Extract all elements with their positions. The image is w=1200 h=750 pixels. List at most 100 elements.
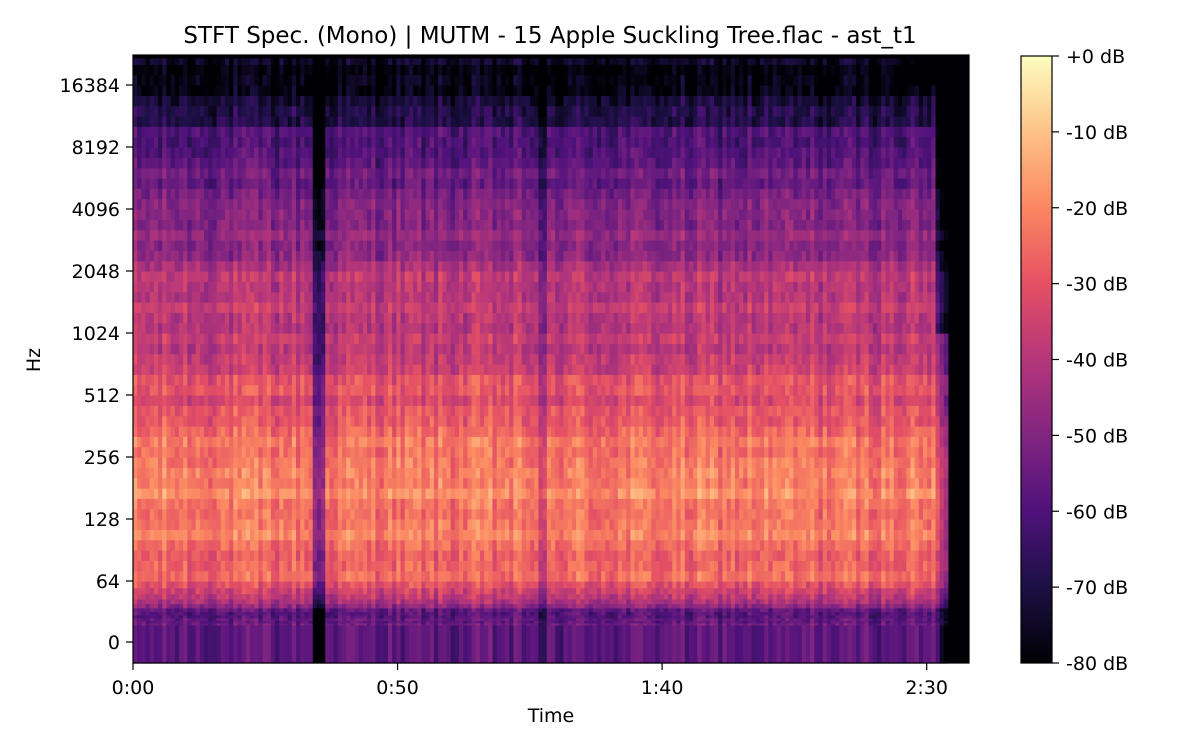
spectrogram-cell: [463, 622, 468, 664]
spectrogram-cell: [275, 302, 280, 313]
spectrogram-cell: [325, 467, 331, 479]
spectrogram-cell: [162, 291, 168, 303]
spectrogram-cell: [321, 178, 326, 189]
spectrogram-cell: [383, 607, 389, 613]
spectrogram-cell: [342, 415, 347, 427]
spectrogram-cell: [325, 178, 331, 189]
spectrogram-cell: [208, 219, 214, 231]
spectrogram-cell: [237, 353, 243, 365]
spectrogram-cell: [245, 581, 251, 589]
spectrogram-cell: [383, 271, 389, 282]
spectrogram-cell: [262, 240, 268, 251]
spectrogram-cell: [287, 607, 293, 613]
spectrogram-cell: [379, 229, 385, 241]
spectrogram-cell: [279, 64, 285, 76]
spectrogram-cell: [308, 240, 314, 251]
spectrogram-cell: [429, 250, 435, 262]
spectrogram-cell: [166, 291, 172, 303]
spectrogram-plot: [132, 54, 970, 664]
spectrogram-cell: [283, 167, 289, 179]
spectrogram-cell: [145, 477, 151, 489]
spectrogram-cell: [258, 95, 264, 107]
spectrogram-cell: [291, 312, 297, 324]
spectrogram-cell: [404, 116, 410, 127]
spectrogram-cell: [312, 364, 318, 375]
spectrogram-cell: [262, 384, 268, 396]
spectrogram-cell: [262, 570, 268, 582]
spectrogram-cell: [199, 508, 205, 520]
spectrogram-cell: [350, 415, 356, 427]
spectrogram-cell: [199, 477, 205, 489]
spectrogram-cell: [216, 488, 222, 499]
spectrogram-cell: [233, 281, 239, 293]
spectrogram-cell: [404, 498, 410, 510]
spectrogram-cell: [183, 240, 188, 251]
spectrogram-cell: [162, 550, 168, 561]
spectrogram-cell: [216, 333, 222, 344]
spectrogram-cell: [149, 384, 155, 396]
spectrogram-cell: [199, 312, 205, 324]
spectrogram-cell: [287, 426, 293, 437]
spectrogram-cell: [174, 219, 180, 231]
spectrogram-cell: [362, 477, 368, 489]
spectrogram-cell: [158, 587, 163, 595]
spectrogram-cell: [413, 95, 418, 107]
spectrogram-cell: [204, 353, 209, 365]
spectrogram-cell: [413, 614, 418, 619]
spectrogram-cell: [450, 260, 456, 272]
spectrogram-cell: [450, 322, 456, 334]
spectrogram-cell: [208, 622, 214, 626]
spectrogram-cell: [241, 415, 247, 427]
spectrogram-cell: [404, 74, 410, 86]
spectrogram-cell: [304, 477, 310, 489]
spectrogram-cell: [237, 178, 243, 189]
spectrogram-cell: [149, 622, 155, 626]
spectrogram-cell: [133, 302, 138, 313]
spectrogram-cell: [199, 302, 205, 313]
spectrogram-cell: [266, 250, 272, 262]
spectrogram-cell: [187, 95, 193, 107]
spectrogram-cell: [187, 188, 193, 200]
spectrogram-cell: [195, 436, 201, 448]
spectrogram-cell: [250, 614, 255, 619]
spectrogram-cell: [346, 446, 351, 458]
spectrogram-cell: [279, 198, 285, 210]
spectrogram-cell: [392, 64, 397, 76]
spectrogram-cell: [371, 529, 377, 541]
spectrogram-cell: [187, 488, 193, 499]
spectrogram-cell: [429, 374, 435, 386]
spectrogram-cell: [141, 136, 147, 148]
spectrogram-cell: [199, 64, 205, 76]
spectrogram-cell: [454, 250, 460, 262]
spectrogram-cell: [162, 136, 168, 148]
spectrogram-cell: [417, 603, 423, 609]
spectrogram-cell: [300, 74, 305, 86]
spectrogram-cell: [383, 457, 389, 468]
spectrogram-cell: [141, 405, 147, 417]
spectrogram-cell: [245, 240, 251, 251]
spectrogram-cell: [279, 614, 285, 619]
spectrogram-cell: [291, 384, 297, 396]
spectrogram-cell: [183, 384, 188, 396]
spectrogram-cell: [262, 550, 268, 561]
spectrogram-cell: [237, 614, 243, 619]
spectrogram-cell: [191, 426, 197, 437]
spectrogram-cell: [392, 614, 397, 619]
spectrogram-cell: [346, 364, 351, 375]
spectrogram-cell: [459, 240, 464, 251]
spectrogram-cell: [212, 446, 218, 458]
spectrogram-cell: [178, 620, 184, 624]
spectrogram-cell: [158, 198, 163, 210]
spectrogram-cell: [237, 384, 243, 396]
spectrogram-cell: [296, 457, 301, 468]
spectrogram-cell: [229, 167, 234, 179]
spectrogram-cell: [387, 529, 393, 541]
spectrogram-cell: [433, 219, 439, 231]
spectrogram-cell: [379, 85, 385, 96]
spectrogram-cell: [379, 198, 385, 210]
spectrogram-cell: [275, 570, 280, 582]
spectrogram-cell: [387, 384, 393, 396]
spectrogram-cell: [350, 436, 356, 448]
spectrogram-cell: [450, 58, 456, 65]
spectrogram-cell: [153, 529, 159, 541]
